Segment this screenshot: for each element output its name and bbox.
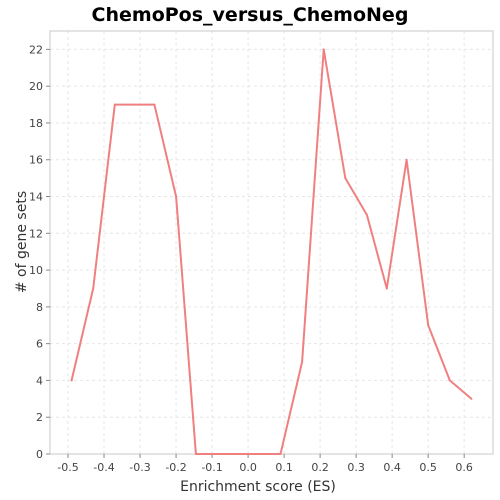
x-tick-label: -0.1 (201, 461, 222, 474)
data-point (175, 195, 178, 198)
data-point (194, 453, 197, 455)
data-point (214, 453, 217, 455)
y-axis-label: # of gene sets (14, 191, 30, 293)
data-point (427, 324, 430, 327)
x-tick-label: 0.1 (275, 461, 293, 474)
y-tick-label: 10 (29, 264, 43, 277)
y-tick-label: 2 (36, 411, 43, 424)
data-point (113, 103, 116, 106)
series-line (70, 48, 473, 455)
data-point (344, 177, 347, 180)
plot-frame (49, 30, 494, 455)
data-point (252, 453, 255, 455)
y-tick-label: 14 (29, 191, 43, 204)
x-tick-label: 0.4 (383, 461, 401, 474)
data-point (234, 453, 237, 455)
data-point (301, 361, 304, 364)
y-tick-label: 18 (29, 117, 43, 130)
grid-layer (50, 31, 493, 455)
data-point (385, 287, 388, 290)
x-tick-label: 0.6 (455, 461, 473, 474)
x-tick-label: 0.5 (419, 461, 437, 474)
y-tick-label: 16 (29, 154, 43, 167)
data-point (448, 379, 451, 382)
y-tick-label: 4 (36, 374, 43, 387)
y-tick-label: 6 (36, 338, 43, 351)
data-point (92, 287, 95, 290)
data-point (70, 379, 73, 382)
y-tick-label: 20 (29, 80, 43, 93)
data-point (405, 158, 408, 161)
x-tick-label: -0.4 (93, 461, 114, 474)
data-point (153, 103, 156, 106)
x-tick-label: 0.2 (311, 461, 329, 474)
series-layer (70, 48, 473, 455)
tick-layer: -0.5 -0.4 -0.3 -0.2 -0.1 0.0 0.1 0.2 0.3 0.4 0.5 0.… (29, 43, 473, 474)
data-point (133, 103, 136, 106)
y-tick-label: 22 (29, 43, 43, 56)
data-point (365, 213, 368, 216)
chart-title: ChemoPos_versus_ChemoNeg (91, 4, 409, 26)
y-tick-label: 12 (29, 227, 43, 240)
x-tick-label: -0.5 (57, 461, 78, 474)
x-tick-label: 0.0 (239, 461, 257, 474)
x-tick-label: -0.2 (165, 461, 186, 474)
x-tick-label: -0.3 (129, 461, 150, 474)
data-point (470, 397, 473, 400)
y-tick-label: 0 (36, 448, 43, 461)
data-point (279, 453, 282, 455)
data-point (322, 48, 325, 51)
x-tick-label: 0.3 (347, 461, 365, 474)
x-axis-label: Enrichment score (ES) (180, 479, 336, 495)
y-tick-label: 8 (36, 301, 43, 314)
